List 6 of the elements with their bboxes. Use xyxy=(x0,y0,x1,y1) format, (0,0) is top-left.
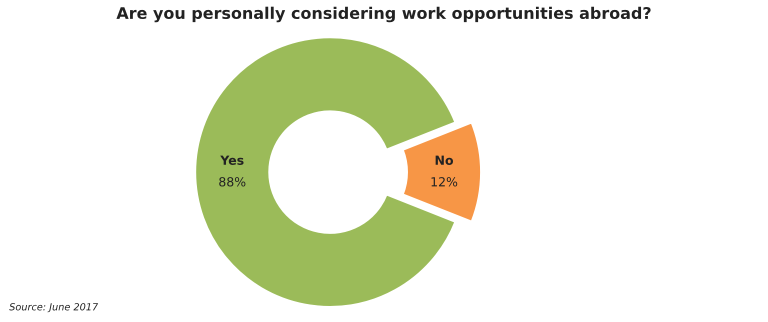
data-label: 88% xyxy=(219,177,246,187)
data-label: 12% xyxy=(432,177,458,187)
source-note: Source: June 2017 xyxy=(9,303,98,312)
slice-label: No xyxy=(436,156,454,165)
slice-label: Yes xyxy=(220,156,244,165)
chart-title: Are you personally considering work opportunities abroad? xyxy=(116,6,651,22)
